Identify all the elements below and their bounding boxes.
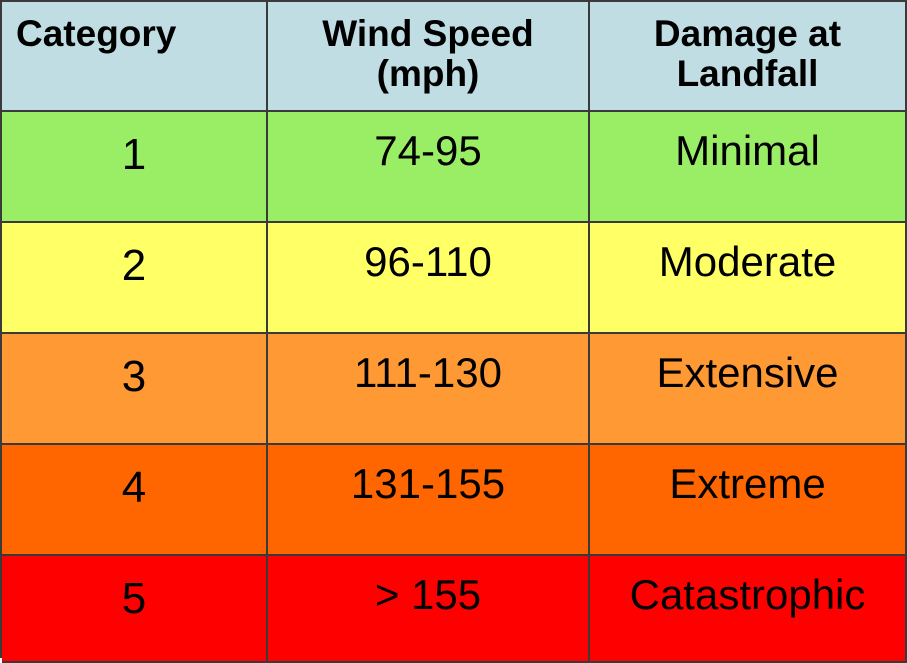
- header-damage-line-2: Landfall: [676, 53, 819, 94]
- header-category-line-1: Category: [16, 13, 177, 54]
- wind-speed-cell: 111-130: [268, 334, 590, 445]
- damage-cell: Extreme: [590, 445, 907, 556]
- header-category: Category: [2, 2, 268, 112]
- table-row: 5 > 155 Catastrophic: [2, 556, 907, 663]
- wind-speed-cell: 131-155: [268, 445, 590, 556]
- header-wind-speed-line-1: Wind Speed: [322, 13, 534, 54]
- table-row: 3 111-130 Extensive: [2, 334, 907, 445]
- damage-cell: Minimal: [590, 112, 907, 223]
- wind-speed-cell: > 155: [268, 556, 590, 663]
- damage-cell: Catastrophic: [590, 556, 907, 663]
- header-wind-speed: Wind Speed (mph): [268, 2, 590, 112]
- damage-cell: Moderate: [590, 223, 907, 334]
- category-cell: 1: [2, 112, 268, 223]
- table-row: 2 96-110 Moderate: [2, 223, 907, 334]
- category-cell: 5: [2, 556, 268, 663]
- category-cell: 3: [2, 334, 268, 445]
- damage-cell: Extensive: [590, 334, 907, 445]
- table-row: 1 74-95 Minimal: [2, 112, 907, 223]
- table-header-row: Category Wind Speed (mph) Damage at Land…: [2, 2, 907, 112]
- header-wind-speed-line-2: (mph): [376, 53, 480, 94]
- header-damage-line-1: Damage at: [653, 13, 842, 54]
- wind-speed-cell: 96-110: [268, 223, 590, 334]
- header-damage: Damage at Landfall: [590, 2, 907, 112]
- category-cell: 4: [2, 445, 268, 556]
- table-row: 4 131-155 Extreme: [2, 445, 907, 556]
- wind-speed-cell: 74-95: [268, 112, 590, 223]
- category-cell: 2: [2, 223, 268, 334]
